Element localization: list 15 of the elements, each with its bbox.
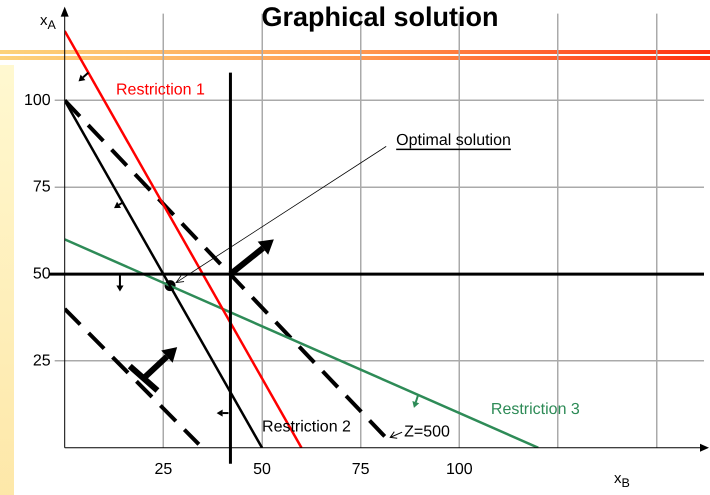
- x-tick-label: 50: [253, 460, 272, 478]
- y-tick-label: 25: [32, 352, 51, 370]
- series-label: Restriction 1: [116, 81, 206, 98]
- y-axis-title: x$_{A}$: [40, 12, 56, 32]
- annotation: Z=500: [404, 424, 450, 441]
- chart-title: Graphical solution: [261, 2, 499, 32]
- x-tick-label: 75: [352, 460, 370, 478]
- y-tick-label: 100: [24, 92, 51, 109]
- y-tick-label: 50: [32, 266, 51, 283]
- series-label: Restriction 3: [490, 400, 580, 418]
- y-tick-label: 75: [32, 178, 51, 196]
- x-tick-label: 100: [446, 460, 473, 478]
- x-tick-label: 25: [154, 460, 172, 478]
- annotation: Optimal solution: [396, 132, 511, 149]
- x-axis-title: x$_{B}$: [614, 470, 630, 490]
